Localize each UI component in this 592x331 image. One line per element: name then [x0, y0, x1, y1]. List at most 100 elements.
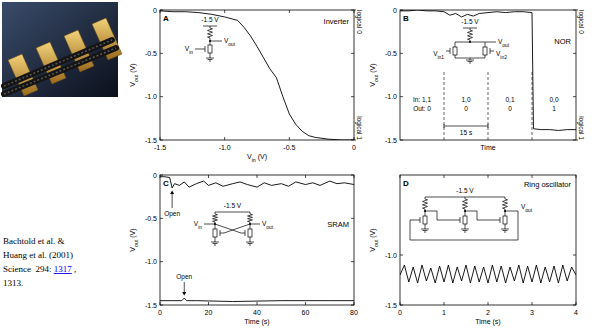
- y-tick: [573, 255, 576, 256]
- scale-bar: [444, 126, 488, 127]
- segment-output: 0: [464, 105, 468, 112]
- citation-link[interactable]: 1317: [54, 264, 73, 274]
- y-tick: [160, 96, 163, 97]
- annotation-arrow: [184, 282, 185, 293]
- photo-nanotube: [4, 40, 112, 86]
- y-axis-title: Vout (V): [129, 63, 139, 86]
- plot-frame: [400, 10, 576, 140]
- circuit: [505, 224, 506, 227]
- circuit: [249, 245, 251, 246]
- y-tick: [351, 261, 354, 262]
- annotation-arrowhead: [170, 191, 174, 195]
- x-tick: [576, 302, 577, 305]
- trace: [160, 298, 354, 301]
- x-tick: [289, 10, 290, 13]
- circuit: [250, 224, 260, 225]
- x-tick: [354, 10, 355, 13]
- photo-background: [2, 2, 118, 97]
- circuit: [215, 237, 216, 240]
- y-tick-label: -1.5: [385, 302, 397, 309]
- annotation-text: Open: [164, 210, 180, 218]
- y-tick-label: -0.5: [145, 50, 157, 57]
- annotation: Open: [176, 273, 192, 296]
- circuit: [468, 61, 473, 62]
- y-tick-label: -1.5: [145, 137, 157, 144]
- circuit: [466, 60, 474, 61]
- right-tick: [576, 10, 578, 11]
- y-tick: [573, 10, 576, 11]
- circuit-inset: -1.5 VVout: [410, 187, 533, 240]
- segment-divider: [532, 72, 533, 140]
- photo: [2, 2, 122, 97]
- plot-data: [160, 177, 354, 302]
- scale-bar-end: [444, 124, 445, 128]
- photo-nanotube: [4, 48, 116, 94]
- annotation-text: Open: [176, 273, 192, 281]
- circuit: [501, 229, 509, 230]
- y-tick: [351, 53, 354, 54]
- circuit: [213, 243, 218, 244]
- x-tick-label: 1: [442, 309, 446, 316]
- y-tick: [573, 305, 576, 306]
- y-tick-label: -1.5: [385, 137, 397, 144]
- y-tick: [400, 305, 403, 306]
- x-tick-label: -1.0: [219, 144, 231, 151]
- x-tick-label: -0.5: [283, 144, 295, 151]
- circuit: [425, 224, 426, 227]
- segment-output: 1: [552, 105, 556, 112]
- circuit: [505, 213, 506, 216]
- circuit: [250, 237, 251, 240]
- x-tick: [400, 302, 401, 305]
- x-axis-title: Vin (V): [247, 153, 267, 163]
- panel-letter: A: [163, 14, 169, 23]
- circuit: [211, 242, 219, 243]
- y-tick: [400, 255, 403, 256]
- circuit: [446, 51, 450, 52]
- circuit: [453, 47, 457, 55]
- right-tick: [576, 140, 578, 141]
- circuit: [455, 44, 456, 47]
- y-tick-label: 0: [153, 7, 157, 14]
- x-tick: [354, 302, 355, 305]
- citation-line: Science 294: 1317 ,: [3, 264, 76, 274]
- circuit: [503, 197, 508, 211]
- circuit: [424, 232, 426, 233]
- circuit: [463, 230, 468, 231]
- y-tick: [160, 305, 163, 306]
- x-axis-title: Time: [480, 144, 495, 151]
- circuit-label: -1.5 V: [224, 202, 242, 209]
- y-tick: [351, 10, 354, 11]
- circuit: [213, 229, 217, 237]
- y-tick: [573, 140, 576, 141]
- y-tick: [573, 53, 576, 54]
- circuit-label: -1.5 V: [456, 187, 474, 194]
- y-tick-label: -0.5: [145, 215, 157, 222]
- plot-frame: [400, 175, 576, 305]
- y-tick: [400, 10, 403, 11]
- circuit: [468, 28, 473, 42]
- x-tick-label: 0: [352, 144, 356, 151]
- circuit: [490, 51, 494, 52]
- circuit: [210, 53, 211, 56]
- circuit: [485, 44, 486, 47]
- circuit: [215, 226, 216, 229]
- segment-input: In: 1,1: [413, 96, 431, 103]
- y-tick: [351, 218, 354, 219]
- circuit: [410, 211, 518, 240]
- circuit: [208, 59, 213, 60]
- trace: [160, 11, 354, 140]
- y-axis-title: Vout (V): [369, 228, 379, 251]
- plot-data: [400, 265, 576, 283]
- segment-input: 1,0: [461, 96, 470, 103]
- x-tick: [532, 302, 533, 305]
- panel-letter: B: [403, 14, 409, 23]
- circuit-label: Vin1: [433, 50, 444, 60]
- figure: Bachtold et al. &Huang et al. (2001)Scie…: [0, 0, 592, 331]
- x-tick-label: 0: [398, 309, 402, 316]
- x-tick: [208, 302, 209, 305]
- x-tick: [488, 175, 489, 178]
- circuit: [250, 226, 251, 229]
- y-tick: [351, 175, 354, 176]
- circuit: [195, 49, 201, 50]
- right-axis-label: logical 1: [355, 116, 363, 140]
